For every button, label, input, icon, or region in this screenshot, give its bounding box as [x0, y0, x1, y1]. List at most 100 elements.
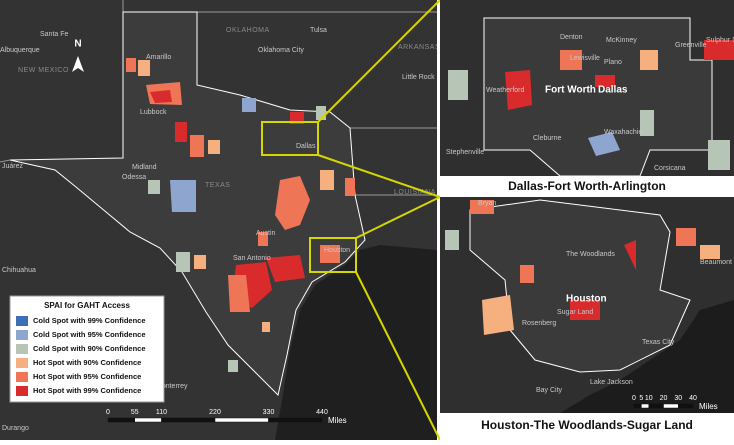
scale-segment [268, 417, 323, 423]
hotspot [570, 300, 600, 320]
place-label: Bryan [478, 200, 496, 207]
north-arrow [72, 56, 84, 72]
place-label: Oklahoma City [258, 47, 304, 54]
legend-label: Hot Spot with 99% Confidence [33, 386, 141, 395]
place-label: Dallas [296, 143, 316, 150]
place-label: OKLAHOMA [226, 27, 270, 34]
place-label: Weatherford [486, 87, 524, 94]
place-label: Waxahachie [604, 129, 642, 136]
place-label: Fort Worth [545, 85, 596, 96]
coldspot [170, 180, 196, 212]
hotspot [505, 70, 532, 110]
scale-unit: Miles [328, 416, 347, 425]
hotspot [138, 60, 150, 76]
coldspot [228, 360, 238, 372]
place-label: Albuquerque [0, 47, 40, 54]
scale-label: 330 [263, 409, 275, 416]
coldspot [708, 140, 730, 170]
hotspot [595, 75, 615, 87]
place-label: Plano [604, 59, 622, 66]
place-label: Lake Jackson [590, 379, 633, 386]
place-label: NEW MEXICO [18, 67, 69, 74]
place-label: Houston [566, 294, 607, 305]
legend-box [9, 295, 165, 403]
scale-segment [641, 403, 649, 409]
dallas-box [261, 121, 319, 156]
place-label: Midland [132, 164, 157, 171]
houston-box [309, 237, 357, 273]
coldspot [242, 98, 256, 112]
hotspot [700, 245, 720, 259]
place-label: McKinney [606, 37, 637, 44]
place-label: The Woodlands [566, 251, 615, 258]
place-label: San Antonio [233, 255, 271, 262]
inset-title: Houston-The Woodlands-Sugar Land [481, 418, 693, 432]
scale-label: 10 [645, 395, 653, 402]
place-label: Sugar Land [557, 309, 593, 316]
hotspot [190, 135, 204, 157]
place-label: Austin [256, 230, 276, 237]
legend-label: Cold Spot with 99% Confidence [33, 316, 146, 325]
coldspot [445, 230, 459, 250]
legend-swatch [16, 330, 28, 340]
scale-segment [214, 417, 269, 423]
connector [317, 154, 441, 198]
hotspot [258, 232, 268, 246]
hotspot [520, 265, 534, 283]
scale-label: 440 [316, 409, 328, 416]
scale-segment [161, 417, 216, 423]
place-label: Lewisville [570, 55, 600, 62]
scale-segment [663, 403, 679, 409]
state-borders [0, 0, 437, 196]
place-label: Tulsa [310, 27, 327, 34]
coldspot [588, 132, 620, 156]
place-label: Lubbock [140, 109, 167, 116]
hotspot [275, 176, 310, 230]
inset-title: Dallas-Fort Worth-Arlington [508, 179, 666, 193]
place-label: Sulphur Springs [706, 37, 734, 44]
place-label: Durango [2, 425, 29, 432]
hotspot [624, 240, 636, 270]
scale-segment [107, 417, 135, 423]
title-bar [440, 413, 734, 440]
place-label: Cleburne [533, 135, 562, 142]
legend-swatch [16, 316, 28, 326]
coldspot [640, 110, 654, 136]
place-label: Chihuahua [2, 267, 36, 274]
place-label: Monterrey [156, 383, 188, 390]
coldspot [448, 70, 468, 100]
gulf-water [560, 300, 734, 413]
hotspot [470, 200, 494, 214]
scale-unit: Miles [699, 402, 718, 411]
place-label: LOUISIANA [394, 189, 436, 196]
hotspot [320, 245, 340, 263]
scale-label: 20 [660, 395, 668, 402]
houston-inset: Bryan The Woodlands Houston Sugar LandRosen… [440, 197, 734, 413]
connector [355, 196, 441, 239]
legend-swatch [16, 386, 28, 396]
hotspot [228, 275, 250, 312]
place-label: Denton [560, 34, 583, 41]
legend-label: Hot Spot with 90% Confidence [33, 358, 141, 367]
hotspot [262, 322, 270, 332]
place-label: Dallas [598, 85, 628, 96]
legend: SPAI for GAHT Access Cold Spot with 99% … [9, 295, 165, 403]
coldspot [176, 252, 190, 272]
scale-label: 55 [131, 409, 139, 416]
place-label: Greenville [675, 42, 707, 49]
scale-segment [633, 403, 642, 409]
place-label: Stephenville [446, 149, 484, 156]
place-label: Santa Fe [40, 31, 69, 38]
hotspot [266, 255, 305, 282]
scale-segment [134, 417, 162, 423]
scale-label: 0 [632, 395, 636, 402]
legend-swatch [16, 358, 28, 368]
connector [317, 0, 441, 123]
place-label: Rosenberg [522, 320, 556, 327]
hotspot [208, 140, 220, 154]
scale-label: 40 [689, 395, 697, 402]
scale-label: 0 [106, 409, 110, 416]
